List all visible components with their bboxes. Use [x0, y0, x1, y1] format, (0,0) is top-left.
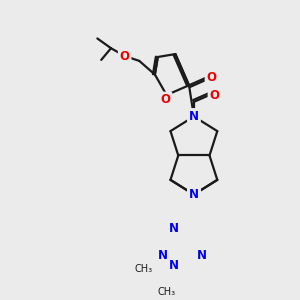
- Text: O: O: [209, 88, 219, 101]
- Bar: [140, 216, 257, 294]
- Text: O: O: [160, 93, 171, 106]
- Text: N: N: [168, 259, 178, 272]
- Text: N: N: [189, 110, 199, 123]
- Bar: [169, 192, 218, 255]
- Text: N: N: [189, 188, 199, 201]
- Text: O: O: [120, 50, 130, 62]
- Text: O: O: [206, 71, 216, 84]
- Text: N: N: [158, 250, 168, 262]
- Text: N: N: [197, 250, 207, 262]
- Text: N: N: [189, 188, 199, 201]
- Text: CH₃: CH₃: [158, 287, 175, 297]
- Text: N: N: [168, 222, 178, 235]
- Text: N: N: [189, 188, 199, 201]
- Text: N: N: [189, 110, 199, 123]
- Text: CH₃: CH₃: [134, 264, 152, 274]
- Text: N: N: [189, 188, 199, 201]
